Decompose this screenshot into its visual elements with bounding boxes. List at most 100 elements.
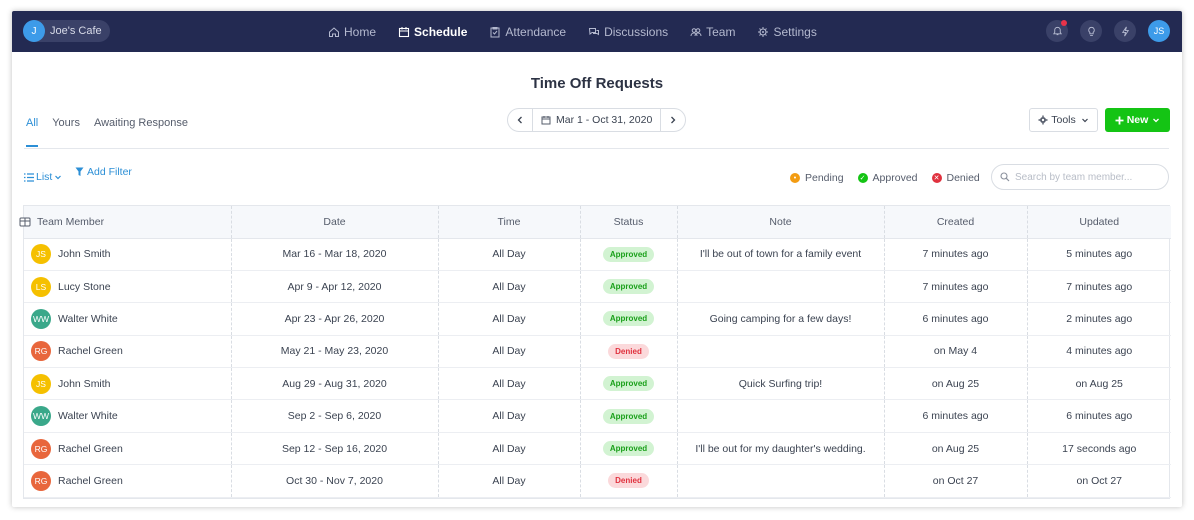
bell-icon [1052, 26, 1062, 35]
column-header-time[interactable]: Time [438, 206, 581, 239]
created-cell: on Aug 25 [884, 432, 1028, 466]
member-cell: RG Rachel Green [24, 432, 232, 466]
status-badge: Denied [608, 473, 649, 489]
gear-icon [1038, 115, 1048, 125]
lightning-icon [1121, 26, 1129, 36]
view-mode-label: List [36, 171, 53, 183]
updated-cell: 5 minutes ago [1027, 238, 1171, 271]
status-cell: Approved [580, 238, 678, 271]
nav-label: Schedule [414, 24, 468, 39]
updated-cell: on Oct 27 [1027, 464, 1171, 498]
member-name: John Smith [58, 248, 111, 261]
status-cell: Approved [580, 399, 678, 433]
member-name: Walter White [58, 312, 118, 325]
workspace-switcher[interactable]: J Joe's Cafe [23, 20, 110, 42]
plus-icon [1115, 116, 1124, 124]
column-header-status[interactable]: Status [580, 206, 678, 239]
gear-icon [758, 26, 769, 37]
whats-new-button[interactable] [1114, 20, 1136, 42]
user-avatar[interactable]: JS [1148, 20, 1170, 42]
column-header-updated[interactable]: Updated [1027, 206, 1171, 239]
note-cell: I'll be out of town for a family event [677, 238, 885, 271]
member-name: Rachel Green [58, 442, 123, 455]
time-cell: All Day [438, 464, 581, 498]
legend-approved: ✓ Approved [857, 172, 918, 184]
member-cell: LS Lucy Stone [24, 270, 232, 304]
note-cell [677, 399, 885, 433]
view-mode-dropdown[interactable]: List [24, 171, 62, 183]
search-box [991, 164, 1169, 190]
column-header-date[interactable]: Date [231, 206, 439, 239]
created-cell: 6 minutes ago [884, 399, 1028, 433]
avatar: RG [31, 341, 51, 362]
table-row[interactable]: JS John Smith Mar 16 - Mar 18, 2020 All Day… [24, 238, 1171, 271]
chevron-down-icon [1081, 118, 1088, 123]
avatar: RG [31, 438, 51, 459]
column-label: Team Member [37, 215, 105, 228]
chat-icon [589, 27, 600, 35]
date-cell: May 21 - May 23, 2020 [231, 335, 439, 369]
tab-all[interactable]: All [26, 117, 39, 147]
avatar: WW [31, 308, 51, 329]
table-row[interactable]: RG Rachel Green Sep 12 - Sep 16, 2020 All D… [24, 432, 1171, 466]
notifications-button[interactable] [1046, 20, 1068, 42]
member-cell: RG Rachel Green [24, 464, 232, 498]
nav-discussions[interactable]: Discussions [588, 25, 668, 39]
column-header-member[interactable]: Team Member [19, 206, 232, 239]
tab-awaiting-response[interactable]: Awaiting Response [93, 117, 188, 129]
column-header-note[interactable]: Note [677, 206, 885, 239]
table-row[interactable]: RG Rachel Green May 21 - May 23, 2020 All D… [24, 335, 1171, 369]
table-row[interactable]: WW Walter White Apr 23 - Apr 26, 2020 All D… [24, 302, 1171, 336]
chevron-down-icon [1153, 118, 1160, 123]
date-range-picker: Mar 1 - Oct 31, 2020 [507, 108, 687, 132]
add-filter-label: Add Filter [87, 166, 132, 178]
date-range-display[interactable]: Mar 1 - Oct 31, 2020 [532, 109, 662, 131]
workspace-avatar: J [23, 20, 45, 42]
tabs-divider [24, 148, 1169, 149]
top-nav: J Joe's Cafe Home Schedule Attendance Discu… [12, 11, 1182, 52]
nav-home[interactable]: Home [328, 25, 376, 39]
date-cell: Oct 30 - Nov 7, 2020 [231, 464, 439, 498]
updated-cell: 7 minutes ago [1027, 270, 1171, 304]
table-row[interactable]: RG Rachel Green Oct 30 - Nov 7, 2020 All Da… [24, 464, 1171, 498]
pending-icon: • [790, 173, 800, 183]
note-cell [677, 335, 885, 369]
table-row[interactable]: JS John Smith Aug 29 - Aug 31, 2020 All Day… [24, 367, 1171, 401]
nav-team[interactable]: Team [690, 25, 735, 39]
date-cell: Apr 9 - Apr 12, 2020 [231, 270, 439, 304]
member-cell: RG Rachel Green [24, 335, 232, 369]
updated-cell: 4 minutes ago [1027, 335, 1171, 369]
status-cell: Approved [580, 302, 678, 336]
nav-attendance[interactable]: Attendance [489, 25, 566, 39]
tab-yours[interactable]: Yours [52, 117, 80, 129]
note-cell: Quick Surfing trip! [677, 367, 885, 401]
new-request-button[interactable]: New [1105, 108, 1170, 132]
list-icon [24, 172, 34, 182]
table-row[interactable]: WW Walter White Sep 2 - Sep 6, 2020 All Day… [24, 399, 1171, 433]
avatar: LS [31, 276, 51, 297]
date-cell: Sep 12 - Sep 16, 2020 [231, 432, 439, 466]
close-icon: ✕ [931, 173, 942, 183]
tools-dropdown[interactable]: Tools [1029, 108, 1098, 132]
nav-settings[interactable]: Settings [757, 25, 817, 39]
requests-table: Team Member Date Time Status Note Create… [19, 205, 1171, 499]
status-cell: Denied [580, 464, 678, 498]
legend-denied-label: Denied [946, 172, 980, 184]
workspace-name: Joe's Cafe [50, 25, 102, 37]
updated-cell: 17 seconds ago [1027, 432, 1171, 466]
legend-approved-label: Approved [872, 172, 918, 184]
legend-pending-label: Pending [805, 172, 844, 184]
add-filter-button[interactable]: Add Filter [75, 166, 132, 178]
next-range-button[interactable] [661, 109, 685, 131]
help-button[interactable] [1080, 20, 1102, 42]
nav-schedule[interactable]: Schedule [398, 25, 467, 39]
column-header-created[interactable]: Created [884, 206, 1028, 239]
prev-range-button[interactable] [508, 109, 532, 131]
table-row[interactable]: LS Lucy Stone Apr 9 - Apr 12, 2020 All Day A… [24, 270, 1171, 304]
avatar: WW [31, 406, 51, 427]
chevron-left-icon [517, 116, 522, 124]
search-input[interactable] [1015, 171, 1155, 183]
note-cell: I'll be out for my daughter's wedding. [677, 432, 885, 466]
member-cell: JS John Smith [24, 238, 232, 271]
calendar-icon [541, 116, 551, 125]
